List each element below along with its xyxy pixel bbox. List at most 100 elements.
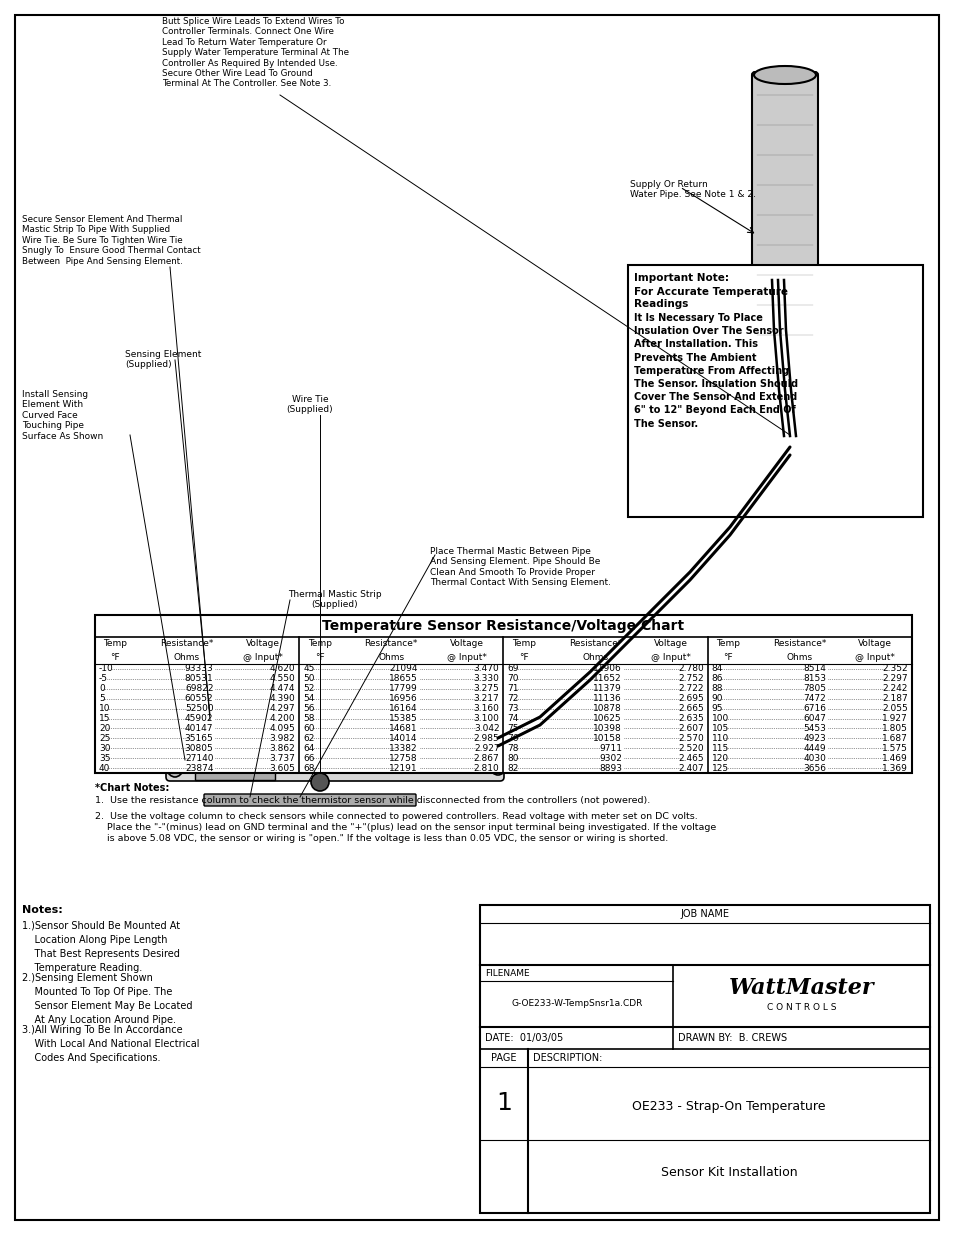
Text: 1.369: 1.369 bbox=[882, 763, 907, 773]
Ellipse shape bbox=[483, 718, 512, 776]
Text: Ohms: Ohms bbox=[581, 653, 608, 662]
Text: Supply Or Return
Water Pipe. See Note 1 & 2.: Supply Or Return Water Pipe. See Note 1 … bbox=[629, 180, 755, 199]
Text: Voltage: Voltage bbox=[449, 640, 483, 648]
Text: 86: 86 bbox=[711, 674, 722, 683]
Text: 2.985: 2.985 bbox=[474, 734, 499, 742]
Text: *Chart Notes:: *Chart Notes: bbox=[95, 783, 170, 793]
Text: Temperature Sensor Resistance/Voltage Chart: Temperature Sensor Resistance/Voltage Ch… bbox=[322, 619, 684, 634]
Text: 1.687: 1.687 bbox=[882, 734, 907, 742]
Text: JOB NAME: JOB NAME bbox=[679, 909, 729, 919]
Text: 1.927: 1.927 bbox=[882, 714, 907, 722]
Bar bbox=[627, 266, 923, 517]
Text: 2.810: 2.810 bbox=[474, 763, 499, 773]
Text: It Is Necessary To Place
Insulation Over The Sensor
After Installation. This
Pre: It Is Necessary To Place Insulation Over… bbox=[634, 312, 798, 429]
Text: 8514: 8514 bbox=[802, 664, 825, 673]
Text: 4.390: 4.390 bbox=[269, 694, 294, 703]
Text: 3.862: 3.862 bbox=[269, 743, 294, 752]
Text: 2.465: 2.465 bbox=[678, 753, 703, 763]
Text: 72: 72 bbox=[507, 694, 518, 703]
Text: 4.474: 4.474 bbox=[270, 684, 294, 693]
Text: 2.635: 2.635 bbox=[678, 714, 703, 722]
Text: For Accurate Temperature
Readings: For Accurate Temperature Readings bbox=[634, 287, 787, 309]
Text: 2.780: 2.780 bbox=[678, 664, 703, 673]
Text: 74: 74 bbox=[507, 714, 518, 722]
Text: 14014: 14014 bbox=[389, 734, 417, 742]
Bar bbox=[194, 764, 274, 781]
Text: Notes:: Notes: bbox=[22, 905, 63, 915]
Circle shape bbox=[311, 773, 329, 790]
Text: Temp: Temp bbox=[716, 640, 740, 648]
Text: 12758: 12758 bbox=[389, 753, 417, 763]
Text: @ Input*: @ Input* bbox=[855, 653, 894, 662]
Text: -5: -5 bbox=[99, 674, 108, 683]
Text: 4923: 4923 bbox=[802, 734, 825, 742]
Text: 70: 70 bbox=[507, 674, 518, 683]
Text: 2.867: 2.867 bbox=[474, 753, 499, 763]
Text: 2.695: 2.695 bbox=[678, 694, 703, 703]
Text: 68: 68 bbox=[303, 763, 314, 773]
Text: Resistance*: Resistance* bbox=[160, 640, 213, 648]
Text: 12191: 12191 bbox=[389, 763, 417, 773]
Text: 15: 15 bbox=[99, 714, 111, 722]
Text: 1: 1 bbox=[496, 1092, 512, 1115]
Text: 1.)Sensor Should Be Mounted At
    Location Along Pipe Length
    That Best Repr: 1.)Sensor Should Be Mounted At Location … bbox=[22, 921, 180, 973]
Text: 75: 75 bbox=[507, 724, 518, 732]
Text: 45902: 45902 bbox=[185, 714, 213, 722]
Text: 40147: 40147 bbox=[185, 724, 213, 732]
Text: 125: 125 bbox=[711, 763, 728, 773]
Text: Temp: Temp bbox=[308, 640, 332, 648]
Text: 4.620: 4.620 bbox=[270, 664, 294, 673]
Ellipse shape bbox=[753, 356, 815, 374]
Text: 3.275: 3.275 bbox=[474, 684, 499, 693]
Text: 15385: 15385 bbox=[389, 714, 417, 722]
Text: PAGE: PAGE bbox=[491, 1053, 517, 1063]
Text: 90: 90 bbox=[711, 694, 722, 703]
Text: 80: 80 bbox=[507, 753, 518, 763]
Text: 3.982: 3.982 bbox=[269, 734, 294, 742]
FancyBboxPatch shape bbox=[166, 711, 503, 781]
Text: 52500: 52500 bbox=[185, 704, 213, 713]
Text: 115: 115 bbox=[711, 743, 728, 752]
Text: 2.752: 2.752 bbox=[678, 674, 703, 683]
Text: 76: 76 bbox=[507, 734, 518, 742]
Text: Place Thermal Mastic Between Pipe
And Sensing Element. Pipe Should Be
Clean And : Place Thermal Mastic Between Pipe And Se… bbox=[430, 547, 610, 587]
Text: G-OE233-W-TempSnsr1a.CDR: G-OE233-W-TempSnsr1a.CDR bbox=[511, 999, 641, 1009]
Text: Sensing Element
(Supplied): Sensing Element (Supplied) bbox=[125, 350, 201, 369]
Text: 0: 0 bbox=[99, 684, 105, 693]
Text: 2.187: 2.187 bbox=[882, 694, 907, 703]
Text: 4.095: 4.095 bbox=[269, 724, 294, 732]
Text: @ Input*: @ Input* bbox=[242, 653, 282, 662]
Text: 4449: 4449 bbox=[802, 743, 825, 752]
Text: 3.042: 3.042 bbox=[474, 724, 499, 732]
Text: 8893: 8893 bbox=[598, 763, 621, 773]
Text: 18655: 18655 bbox=[389, 674, 417, 683]
Text: 14681: 14681 bbox=[389, 724, 417, 732]
Text: 100: 100 bbox=[711, 714, 728, 722]
Text: 30: 30 bbox=[99, 743, 111, 752]
Text: 3.605: 3.605 bbox=[269, 763, 294, 773]
Text: 13382: 13382 bbox=[389, 743, 417, 752]
Text: 40: 40 bbox=[99, 763, 111, 773]
Text: C O N T R O L S: C O N T R O L S bbox=[766, 1004, 836, 1013]
Text: 60: 60 bbox=[303, 724, 314, 732]
Text: 2.297: 2.297 bbox=[882, 674, 907, 683]
Text: 54: 54 bbox=[303, 694, 314, 703]
Text: °F: °F bbox=[722, 653, 732, 662]
Text: 2.927: 2.927 bbox=[474, 743, 499, 752]
Text: 11136: 11136 bbox=[593, 694, 621, 703]
Text: 95: 95 bbox=[711, 704, 722, 713]
Text: Place the "-"(minus) lead on GND terminal and the "+"(plus) lead on the sensor i: Place the "-"(minus) lead on GND termina… bbox=[95, 823, 716, 832]
Text: Sensor Kit Installation: Sensor Kit Installation bbox=[660, 1166, 797, 1178]
Text: OE233 - Strap-On Temperature: OE233 - Strap-On Temperature bbox=[632, 1100, 825, 1113]
Text: Wire Tie
(Supplied): Wire Tie (Supplied) bbox=[287, 395, 333, 415]
Text: Temp: Temp bbox=[103, 640, 128, 648]
Text: 7805: 7805 bbox=[802, 684, 825, 693]
FancyBboxPatch shape bbox=[198, 701, 432, 724]
Text: Ohms: Ohms bbox=[173, 653, 200, 662]
Text: 3.160: 3.160 bbox=[473, 704, 499, 713]
Text: Resistance*: Resistance* bbox=[364, 640, 417, 648]
Text: 4.550: 4.550 bbox=[269, 674, 294, 683]
Text: Important Note:: Important Note: bbox=[634, 273, 728, 283]
Text: °F: °F bbox=[518, 653, 528, 662]
Text: 30805: 30805 bbox=[185, 743, 213, 752]
